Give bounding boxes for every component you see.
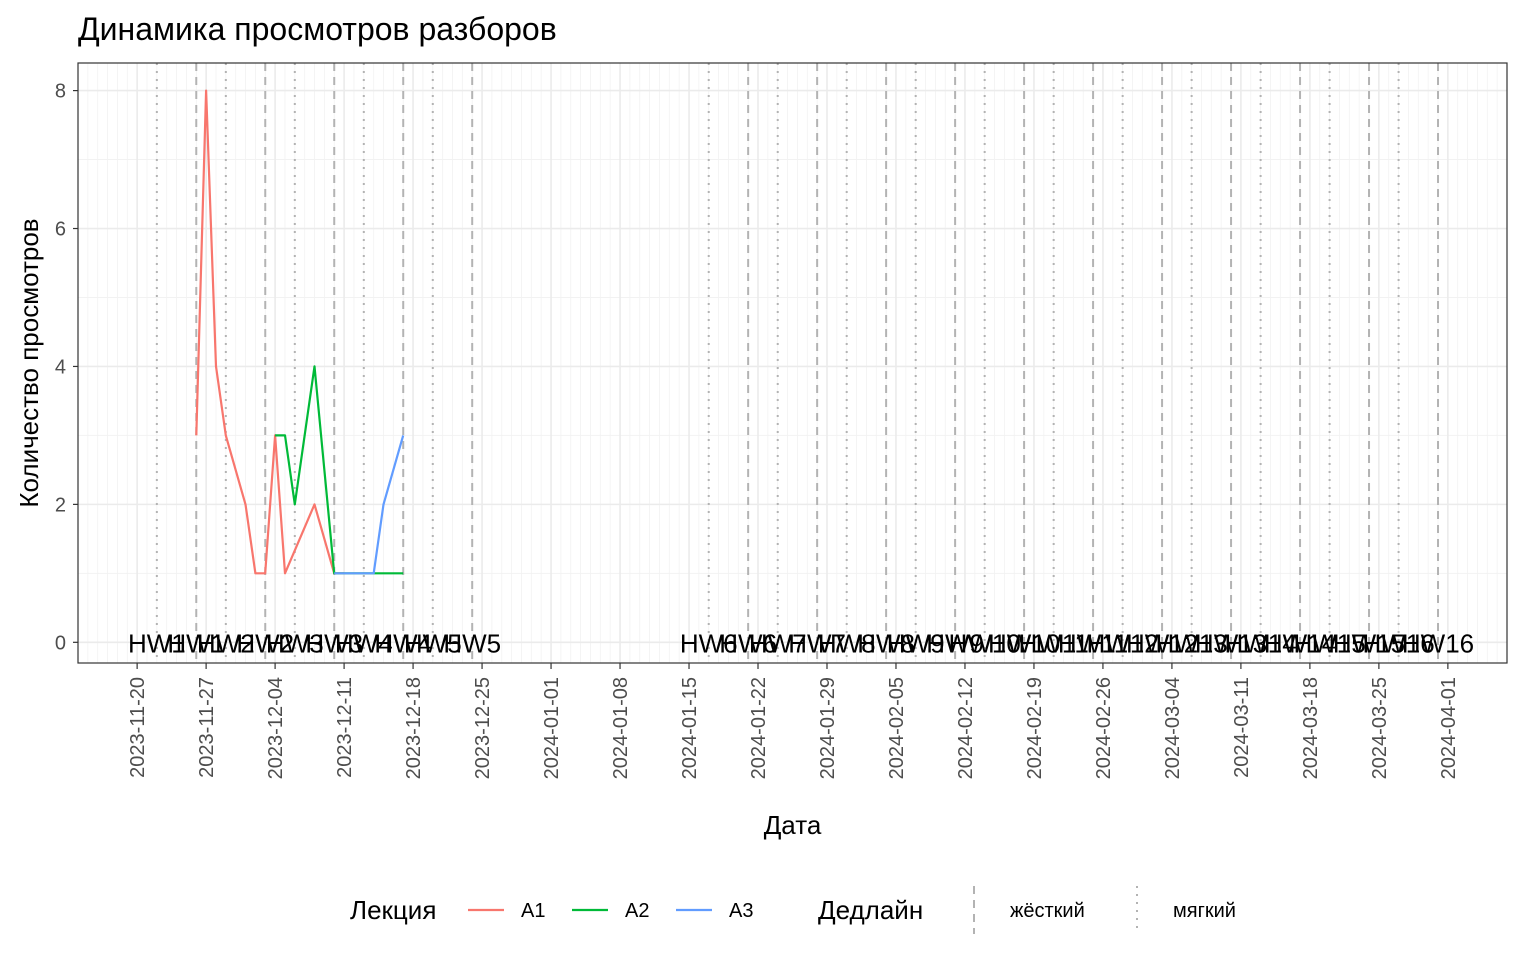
x-tick-label: 2024-01-15 (679, 677, 701, 779)
deadline-label: HW8 (818, 628, 876, 658)
x-tick-label: 2024-02-05 (886, 677, 908, 779)
legend-label-a2: A2 (625, 900, 649, 922)
deadline-label: HW5 (404, 628, 462, 658)
deadline-label: HW16 (1402, 628, 1474, 658)
x-tick-label: 2024-02-12 (955, 677, 977, 779)
deadline-label: HW14 (1264, 628, 1336, 658)
deadline-label: HW11 (1019, 628, 1089, 658)
deadline-label: HW13 (1195, 628, 1267, 658)
x-tick-label: 2024-01-01 (541, 677, 563, 779)
legend-title-lecture: Лекция (350, 895, 436, 925)
deadline-label: HW12 (1087, 628, 1159, 658)
x-tick-label: 2024-02-26 (1093, 677, 1115, 779)
x-tick-label: 2024-03-11 (1231, 677, 1253, 778)
panel-border (77, 62, 1508, 664)
y-axis-title: Количество просмотров (14, 218, 44, 507)
legend-label-dotted: мягкий (1173, 900, 1236, 922)
deadline-label: HW15 (1293, 628, 1365, 658)
deadline-label: HW1 (128, 628, 186, 658)
deadline-label: HW10 (988, 628, 1060, 658)
series-line-a3 (334, 435, 405, 575)
x-tick-label: 2024-01-22 (748, 677, 770, 779)
deadline-label: HW10 (949, 628, 1021, 658)
deadline-label: HW3 (305, 628, 363, 658)
x-tick-label: 2024-03-25 (1369, 677, 1391, 779)
y-axis: 0 2 4 6 8 (55, 81, 78, 654)
x-tick-label: 2024-02-19 (1024, 677, 1046, 779)
y-tick-label: 6 (55, 219, 66, 241)
y-tick-label: 2 (55, 494, 66, 516)
panel-background (78, 63, 1507, 663)
deadline-label: HW1 (167, 628, 225, 658)
x-tick-label: 2023-12-11 (334, 677, 356, 778)
deadline-label: HW16 (1362, 628, 1434, 658)
chart-title: Динамика просмотров разборов (78, 11, 557, 47)
deadline-label: HW5 (443, 628, 501, 658)
y-tick-label: 8 (55, 81, 66, 103)
legend-title-deadline: Дедлайн (818, 895, 923, 925)
deadline-label: HW12 (1126, 628, 1198, 658)
x-tick-label: 2023-12-25 (472, 677, 494, 779)
deadline-label: HW3 (266, 628, 324, 658)
deadline-label: HW15 (1333, 628, 1405, 658)
deadline-label: HW9 (926, 628, 984, 658)
legend-label-a3: A3 (729, 900, 753, 922)
legend-label-a1: A1 (521, 900, 545, 922)
deadline-label: HW13 (1156, 628, 1228, 658)
series-line-a1 (195, 89, 345, 575)
y-tick-label: 0 (55, 632, 66, 654)
legend: Лекция Дедлайн A1 A2 A3 жёсткий мягкий (350, 886, 1236, 934)
x-tick-label: 2024-01-29 (817, 677, 839, 779)
x-tick-label: 2023-12-18 (403, 677, 425, 779)
deadline-label: HW6 (680, 628, 738, 658)
x-tick-label: 2024-03-18 (1300, 677, 1322, 779)
x-tick-label: 2023-12-04 (265, 677, 287, 779)
deadline-label: HW7 (749, 628, 807, 658)
deadline-label: HW14 (1224, 628, 1296, 658)
x-axis-title: Дата (764, 810, 822, 840)
deadline-label: HW4 (335, 628, 393, 658)
x-tick-label: 2023-11-20 (127, 677, 149, 778)
y-tick-label: 4 (55, 356, 66, 378)
deadline-label: HW4 (374, 628, 432, 658)
deadline-label: HW7 (788, 628, 846, 658)
deadline-label: HW9 (887, 628, 945, 658)
x-tick-label: 2024-03-04 (1162, 677, 1184, 779)
legend-label-dashed: жёсткий (1010, 900, 1085, 922)
deadline-label: HW6 (719, 628, 777, 658)
x-axis: 2023-11-20 2023-11-27 2023-12-04 2023-12-11… (127, 663, 1460, 779)
deadline-label: HW2 (236, 628, 294, 658)
x-tick-label: 2023-11-27 (196, 677, 218, 778)
x-tick-label: 2024-04-01 (1438, 677, 1460, 779)
deadline-label: HW2 (197, 628, 255, 658)
x-tick-label: 2024-01-08 (610, 677, 632, 779)
deadline-label: HW11 (1058, 628, 1128, 658)
deadline-label: HW8 (857, 628, 915, 658)
